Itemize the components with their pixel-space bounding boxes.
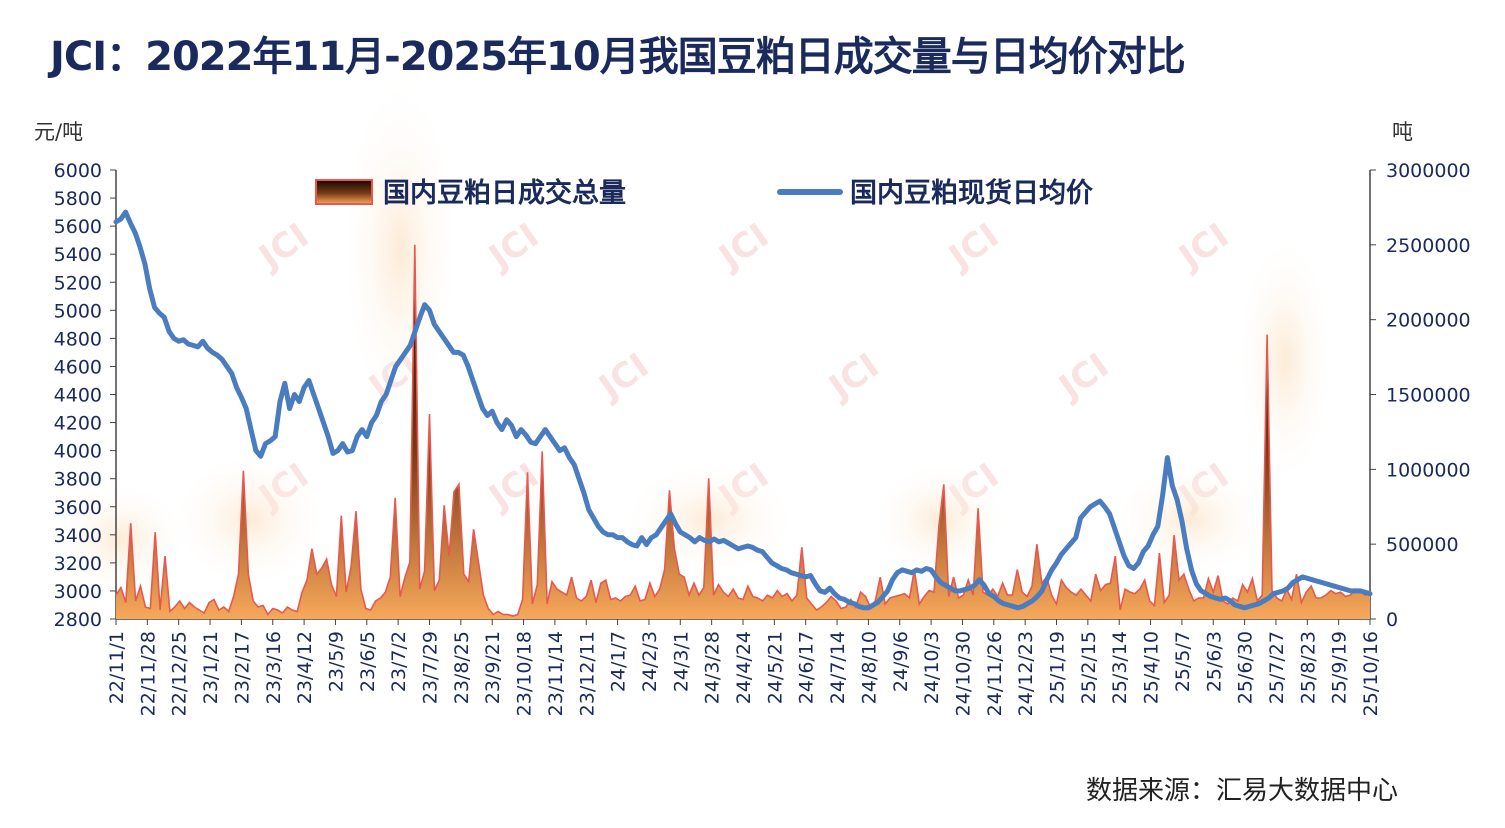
- x-tick-label: 23/10/18: [514, 631, 536, 716]
- x-tick-label: 23/4/12: [294, 631, 316, 704]
- right-axis-unit: 吨: [1392, 120, 1413, 144]
- x-tick-label: 23/7/29: [420, 631, 442, 704]
- x-tick-label: 25/7/27: [1266, 631, 1288, 704]
- watermark-text: JCI: [941, 216, 1007, 279]
- x-tick-label: 24/3/1: [670, 631, 692, 692]
- x-tick-label: 23/5/9: [325, 631, 347, 692]
- left-tick-label: 5400: [54, 244, 102, 266]
- left-tick-label: 4800: [54, 328, 102, 350]
- watermark-text: JCI: [1051, 346, 1117, 409]
- x-tick-label: 25/9/19: [1329, 631, 1351, 704]
- right-tick-label: 3000000: [1386, 160, 1471, 182]
- x-tick-label: 23/12/11: [576, 631, 598, 716]
- x-tick-label: 24/4/24: [733, 631, 755, 704]
- right-tick-label: 1500000: [1386, 385, 1471, 407]
- left-tick-label: 3600: [54, 497, 102, 519]
- left-tick-label: 5000: [54, 300, 102, 322]
- right-tick-label: 500000: [1386, 534, 1459, 556]
- x-tick-label: 22/12/25: [169, 631, 191, 716]
- x-tick-label: 24/7/14: [827, 631, 849, 704]
- x-tick-label: 25/8/23: [1297, 631, 1319, 704]
- left-tick-label: 6000: [54, 160, 102, 182]
- watermark-text: JCI: [481, 216, 547, 279]
- left-tick-label: 3400: [54, 525, 102, 547]
- x-tick-label: 25/5/7: [1172, 631, 1194, 692]
- x-tick-label: 22/11/28: [137, 631, 159, 716]
- legend: 国内豆粕日成交总量 国内豆粕现货日均价: [315, 177, 1094, 209]
- left-tick-label: 5800: [54, 188, 102, 210]
- x-tick-label: 23/1/21: [200, 631, 222, 704]
- x-tick-label: 24/2/3: [639, 631, 661, 692]
- x-tick-label: 22/11/1: [106, 631, 128, 704]
- watermark-text: JCI: [481, 456, 547, 519]
- left-tick-label: 4000: [54, 441, 102, 463]
- x-tick-label: 25/3/14: [1109, 631, 1131, 704]
- x-tick-label: 25/6/30: [1235, 631, 1257, 704]
- x-tick-label: 24/6/17: [796, 631, 818, 704]
- left-tick-label: 3200: [54, 553, 102, 575]
- x-tick-label: 24/5/21: [764, 631, 786, 704]
- right-tick-label: 2000000: [1386, 310, 1471, 332]
- x-tick-label: 24/3/28: [702, 631, 724, 704]
- x-tick-label: 25/6/3: [1203, 631, 1225, 692]
- chart-title: JCI：2022年11月-2025年10月我国豆粕日成交量与日均价对比: [50, 34, 1186, 80]
- x-tick-label: 24/9/6: [890, 631, 912, 692]
- x-tick-label: 23/9/21: [482, 631, 504, 704]
- x-tick-label: 23/6/5: [357, 631, 379, 692]
- x-tick-label: 23/11/14: [545, 631, 567, 716]
- right-tick-label: 1000000: [1386, 459, 1471, 481]
- price-line: [113, 209, 1373, 611]
- left-tick-label: 3800: [54, 469, 102, 491]
- peak-glow: [1235, 230, 1335, 490]
- x-tick-label: 25/4/10: [1141, 631, 1163, 704]
- x-tick-label: 24/10/30: [952, 631, 974, 716]
- left-tick-label: 2800: [54, 609, 102, 631]
- x-tick-label: 24/8/10: [858, 631, 880, 704]
- watermark-text: JCI: [1171, 216, 1237, 279]
- left-tick-label: 5200: [54, 272, 102, 294]
- left-tick-label: 4200: [54, 413, 102, 435]
- peak-glow: [170, 450, 330, 590]
- right-tick-label: 0: [1386, 609, 1398, 631]
- x-tick-label: 23/7/2: [388, 631, 410, 692]
- x-tick-label: 23/3/16: [263, 631, 285, 704]
- left-tick-label: 5600: [54, 216, 102, 238]
- x-tick-label: 25/1/19: [1047, 631, 1069, 704]
- watermark-text: JCI: [821, 346, 887, 409]
- left-tick-label: 4600: [54, 356, 102, 378]
- peak-glow: [340, 70, 460, 430]
- right-tick-label: 2500000: [1386, 235, 1471, 257]
- x-tick-label: 24/1/7: [608, 631, 630, 692]
- x-tick-label: 24/11/26: [984, 631, 1006, 716]
- volume-outline: [115, 244, 1371, 617]
- left-axis-unit: 元/吨: [34, 120, 84, 144]
- watermark-text: JCI: [711, 216, 777, 279]
- x-tick-label: 23/8/25: [451, 631, 473, 704]
- x-tick-label: 23/2/17: [231, 631, 253, 704]
- volume-area: [116, 244, 1370, 620]
- x-tick-label: 24/12/23: [1015, 631, 1037, 716]
- peak-glow: [1110, 460, 1270, 580]
- legend-swatch-volume: [315, 179, 373, 205]
- x-tick-label: 25/2/15: [1078, 631, 1100, 704]
- left-tick-label: 4400: [54, 385, 102, 407]
- legend-label-price: 国内豆粕现货日均价: [850, 177, 1094, 209]
- watermark-text: JCI: [591, 346, 657, 409]
- axes-layer: 2800 3000 3200 3400 3600 3800 4000 4200 4400 4600…: [54, 160, 1471, 716]
- x-tick-label: 25/10/16: [1360, 631, 1382, 716]
- x-tick-label: 24/10/3: [921, 631, 943, 704]
- watermark-text: JCI: [251, 216, 317, 279]
- left-tick-label: 3000: [54, 581, 102, 603]
- plot-layer: [113, 209, 1373, 620]
- legend-label-volume: 国内豆粕日成交总量: [383, 177, 626, 209]
- data-source: 数据来源：汇易大数据中心: [1085, 776, 1398, 806]
